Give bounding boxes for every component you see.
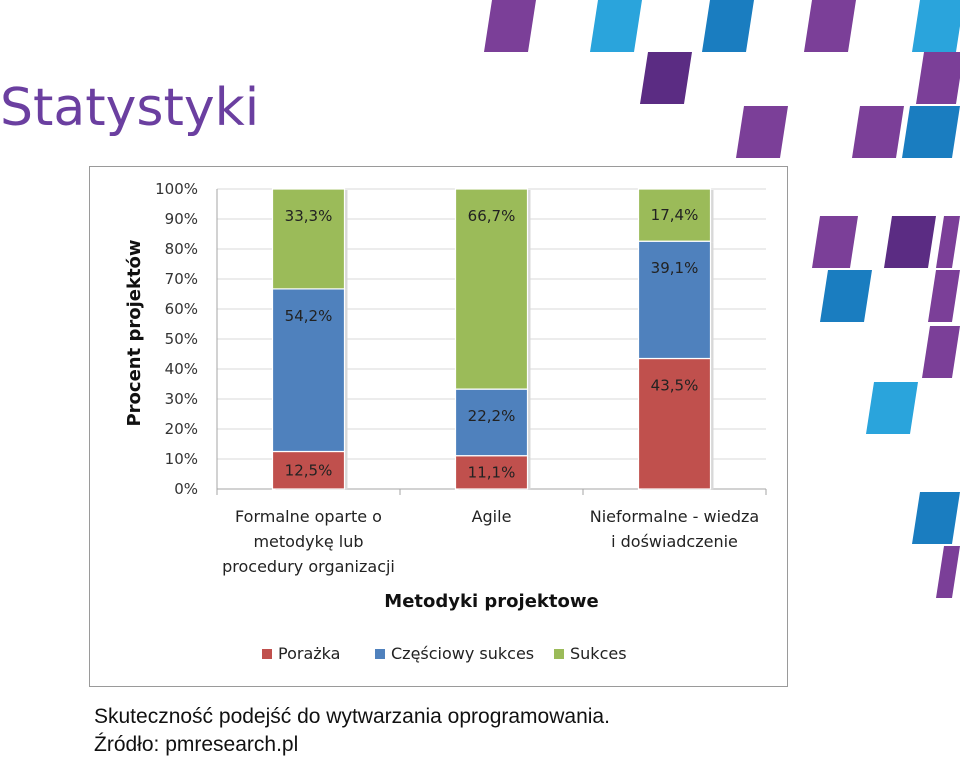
x-tick-label: Formalne oparte o (235, 507, 382, 526)
y-axis-title: Procent projektów (124, 239, 145, 426)
y-tick-label: 0% (174, 480, 198, 498)
y-tick-label: 100% (155, 180, 198, 198)
decorative-tile (916, 52, 960, 104)
chart-caption: Skuteczność podejść do wytwarzania oprog… (94, 703, 610, 759)
decorative-tile (922, 326, 960, 378)
data-label: 12,5% (285, 461, 333, 479)
bar-segment-sukces (271, 188, 346, 290)
data-label: 39,1% (651, 259, 699, 277)
legend-label: Porażka (278, 644, 340, 663)
y-tick-label: 30% (165, 390, 198, 408)
decorative-tile (484, 0, 536, 52)
y-tick-label: 90% (165, 210, 198, 228)
data-label: 22,2% (468, 407, 516, 425)
x-tick-label: metodykę lub (253, 532, 363, 551)
legend-label: Częściowy sukces (391, 644, 534, 663)
data-label: 11,1% (468, 463, 516, 481)
decorative-tile (912, 492, 960, 544)
stacked-bar-chart: 0% 10% 20% 30% 40% 50% 60% 70% 80% 90% 100% 12,5% 54… (89, 166, 788, 687)
bar-segment-sukces (454, 188, 529, 390)
decorative-tile (820, 270, 872, 322)
decorative-tile (902, 106, 960, 158)
decorative-tile (812, 216, 858, 268)
y-tick-label: 60% (165, 300, 198, 318)
caption-source: Źródło: pmresearch.pl (94, 733, 299, 756)
decorative-tile (936, 546, 960, 598)
data-label: 66,7% (468, 207, 516, 225)
decorative-tile (866, 382, 918, 434)
x-tick-label: procedury organizacji (222, 557, 395, 576)
data-label: 54,2% (285, 307, 333, 325)
legend-swatch (262, 649, 272, 659)
y-tick-label: 20% (165, 420, 198, 438)
decorative-tile (912, 0, 960, 52)
bar-segment-sukces (637, 188, 712, 242)
x-tick-label: i doświadczenie (611, 532, 738, 551)
data-label: 43,5% (651, 377, 699, 395)
decorative-tile (884, 216, 936, 268)
legend-swatch (375, 649, 385, 659)
caption-description: Skuteczność podejść do wytwarzania oprog… (94, 705, 610, 728)
decorative-tile (928, 270, 960, 322)
y-tick-label: 40% (165, 360, 198, 378)
decorative-tile (736, 106, 788, 158)
decorative-tile (936, 216, 960, 268)
bar-segment-porazka (271, 450, 346, 490)
bar-segment-czesciowy-sukces (271, 288, 346, 453)
data-label: 33,3% (285, 207, 333, 225)
chart-canvas: 0% 10% 20% 30% 40% 50% 60% 70% 80% 90% 100% 12,5% 54… (124, 180, 767, 663)
legend-label: Sukces (570, 644, 627, 663)
bar-segment-porazka (637, 357, 712, 490)
y-tick-label: 10% (165, 450, 198, 468)
y-tick-label: 80% (165, 240, 198, 258)
y-tick-label: 50% (165, 330, 198, 348)
slide-title: Statystyki (0, 78, 260, 138)
data-label: 17,4% (651, 206, 699, 224)
x-tick-label: Agile (472, 507, 512, 526)
decorative-tile (702, 0, 754, 52)
y-tick-label: 70% (165, 270, 198, 288)
bar-segment-czesciowy-sukces (637, 240, 712, 360)
x-axis-title: Metodyki projektowe (384, 591, 598, 612)
decorative-tile (640, 52, 692, 104)
legend-swatch (554, 649, 564, 659)
decorative-tile (852, 106, 904, 158)
decorative-tile (590, 0, 642, 52)
x-tick-label: Nieformalne - wiedza (590, 507, 759, 526)
decorative-tile (804, 0, 856, 52)
